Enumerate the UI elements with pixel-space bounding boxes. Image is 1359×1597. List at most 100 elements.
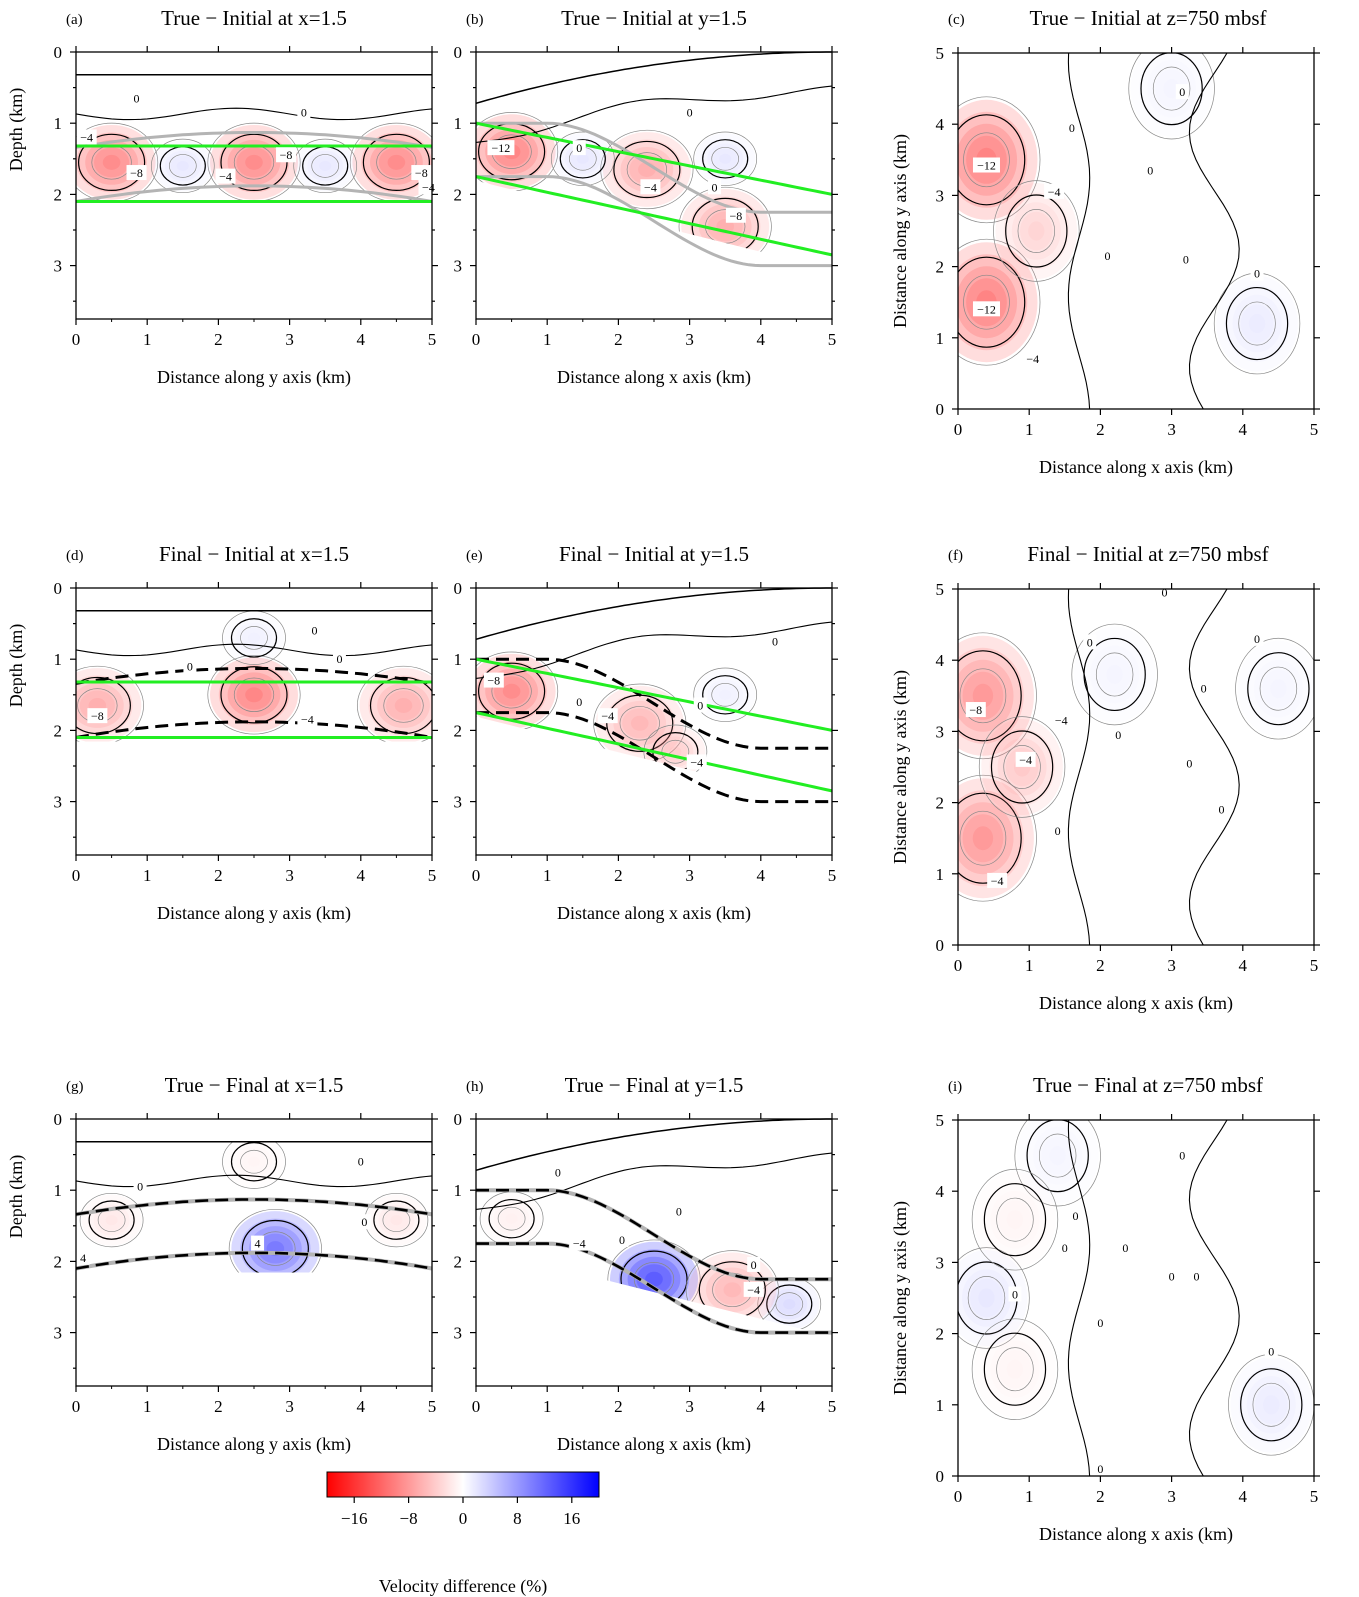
contour-label-box	[597, 708, 618, 724]
contour-label-box	[411, 165, 432, 181]
anomaly-blob	[1270, 679, 1287, 699]
contour-label-box	[640, 179, 661, 195]
y-tick-label: 4	[936, 651, 945, 670]
anomaly-blob	[227, 672, 281, 718]
contour-line	[362, 133, 430, 192]
x-tick-label: 3	[285, 866, 294, 885]
contour-label-box	[297, 104, 311, 120]
x-tick-label: 1	[543, 330, 552, 349]
contour-line	[230, 1141, 278, 1182]
x-tick-label: 0	[472, 1397, 481, 1416]
anomaly-blob	[230, 617, 278, 659]
x-tick-label: 1	[143, 330, 152, 349]
x-tick-label: 5	[828, 1397, 837, 1416]
contour-line	[600, 129, 694, 210]
anomaly-blob	[697, 1259, 768, 1320]
panel-g: 0 0 0 4 4 0 1 2 3 4 5 0 1 2 3 (g) True − Final at x=1.5 D…	[6, 1073, 438, 1455]
anomaly-blob	[99, 1209, 124, 1231]
contour-label-box	[76, 1249, 90, 1265]
x-tick-label: 3	[285, 330, 294, 349]
anomaly-blob	[378, 147, 414, 178]
contour-line	[996, 1347, 1034, 1392]
y-tick-label: 0	[54, 1110, 63, 1129]
anomaly-blob	[982, 1181, 1048, 1259]
x-tick-label: 5	[1310, 1487, 1319, 1506]
contour-line	[958, 650, 1022, 742]
contour-label: −4	[422, 180, 435, 194]
contour-line	[983, 1332, 1047, 1406]
contour-line	[983, 1183, 1047, 1257]
contour-line	[963, 132, 1010, 188]
contour-label: 0	[1268, 1344, 1274, 1358]
x-tick-label: 4	[1239, 956, 1248, 975]
horizon-gray	[75, 1250, 433, 1271]
y-tick-label: 0	[454, 579, 463, 598]
anomaly-blob	[76, 683, 124, 728]
anomaly-blob	[1254, 1385, 1288, 1425]
panel-title: Final − Initial at z=750 mbsf	[1027, 542, 1268, 566]
horizon-dashed	[476, 1242, 832, 1334]
y-axis-label: Distance along y axis (km)	[890, 1201, 911, 1395]
contour-label-box	[1182, 755, 1196, 771]
anomaly-blob	[974, 1321, 1056, 1418]
contour-label-box	[972, 157, 1000, 173]
y-tick-label: 2	[936, 1325, 945, 1344]
x-tick-label: 2	[214, 330, 223, 349]
contour-label: 0	[1055, 824, 1061, 838]
anomaly-blob	[972, 826, 994, 851]
contour-line	[79, 1192, 144, 1248]
panel-tag: (d)	[66, 548, 84, 564]
contour-label-box	[308, 622, 322, 638]
anomaly-blob	[377, 683, 430, 728]
anomaly-blob	[502, 683, 521, 699]
anomaly-blob	[236, 1146, 272, 1178]
contour-label-box	[251, 1235, 265, 1251]
contour-label-box	[357, 1214, 371, 1230]
panel-d: 0 0 0 −8 −4 0 1 2 3 4 5 0 1 2 3 (d) Final − Initial at x…	[6, 542, 438, 924]
contour-label: −4	[1026, 352, 1039, 366]
contour-line	[959, 810, 1007, 866]
x-tick-label: 4	[1239, 1487, 1248, 1506]
anomaly-blob	[1248, 313, 1266, 334]
contour-label: 4	[80, 1251, 86, 1265]
anomaly-blob	[958, 635, 1034, 756]
contour-label-box	[615, 1232, 629, 1248]
contour-label: 0	[576, 141, 582, 155]
contour-label: 0	[712, 180, 718, 194]
x-axis-label: Distance along y axis (km)	[157, 903, 351, 924]
contour-line	[1247, 652, 1310, 726]
horizon-gray	[75, 184, 433, 203]
anomaly-blob	[505, 1213, 518, 1224]
contour-label: 0	[1218, 803, 1224, 817]
anomaly-blob	[1246, 1376, 1296, 1434]
anomaly-blob	[481, 1193, 542, 1245]
contour-line	[77, 133, 146, 192]
y-tick-label: 1	[454, 114, 463, 133]
anomaly-blob	[158, 145, 207, 187]
panel-title: True − Initial at y=1.5	[561, 6, 747, 30]
x-axis-label: Distance along x axis (km)	[557, 1434, 751, 1455]
anomaly-blob	[958, 778, 1034, 899]
anomaly-blob	[368, 675, 432, 736]
contour-line	[76, 643, 432, 657]
seafloor-line	[475, 51, 832, 105]
contour-label: −4	[690, 755, 703, 769]
contour-label-box	[965, 702, 986, 718]
contour-line	[619, 706, 660, 741]
contour-line	[1188, 53, 1240, 409]
y-tick-label: 4	[936, 1182, 945, 1201]
y-tick-label: 2	[936, 258, 945, 277]
contour-label: −4	[1019, 753, 1032, 767]
x-tick-label: 4	[757, 866, 766, 885]
contour-label-box	[418, 179, 439, 195]
contour-line	[240, 626, 268, 650]
anomaly-blob	[990, 1190, 1040, 1249]
colorbar-tick-label: −16	[341, 1509, 368, 1528]
panel-b: 0 −12 0 −4 0 −8 0 1 2 3 4 5 0 1 2 3 (b) True − Initial at…	[454, 6, 838, 388]
contour-label: −4	[573, 1237, 586, 1251]
anomaly-blob	[240, 1218, 311, 1273]
x-tick-label: 0	[954, 956, 963, 975]
anomaly-blob	[974, 1171, 1056, 1268]
contour-line	[550, 131, 615, 186]
